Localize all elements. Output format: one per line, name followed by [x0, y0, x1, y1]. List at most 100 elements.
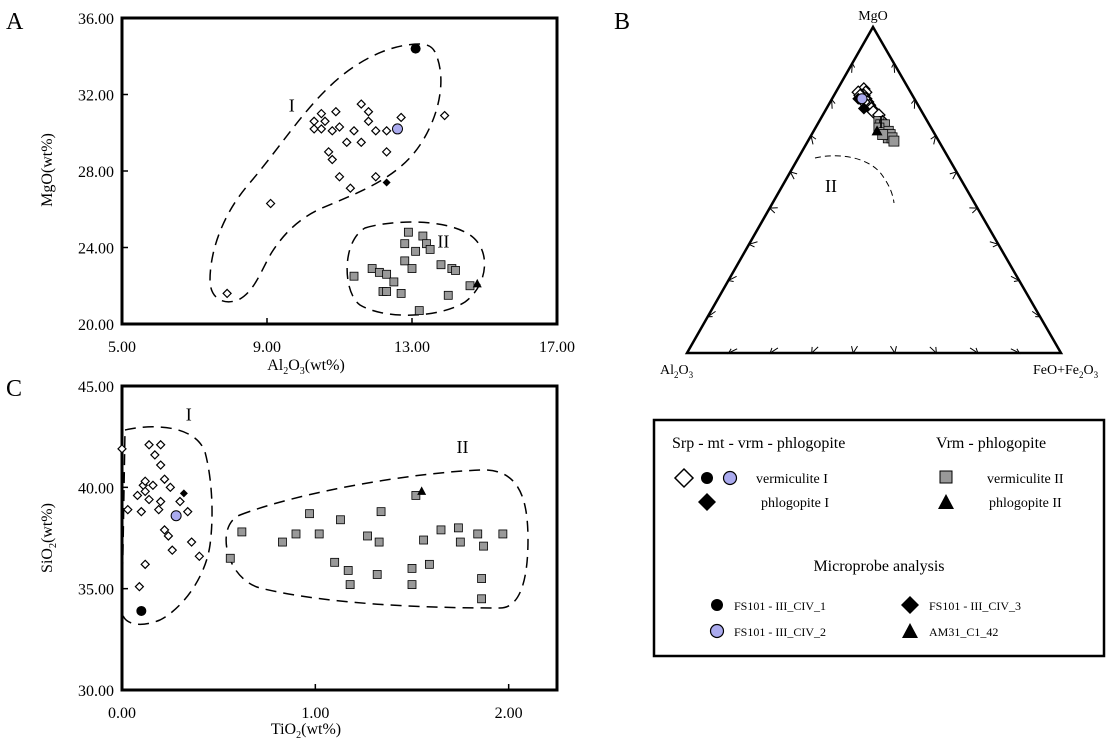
- data-point-square: [473, 529, 483, 539]
- legend-verm2-label: vermiculite II: [987, 472, 1064, 487]
- data-point-diamond-open: [155, 496, 166, 507]
- ternary-tick: [1010, 348, 1021, 355]
- data-point-diamond-open: [381, 125, 392, 136]
- data-point-diamond-open: [186, 537, 197, 547]
- field-label-b-ii: II: [825, 176, 837, 196]
- data-points-a: [222, 43, 482, 316]
- ternary-point-diamond-filled: [857, 102, 870, 115]
- ternary-tick: [789, 171, 798, 180]
- legend-group2-title: Vrm - phlogopite: [936, 435, 1046, 452]
- data-point-diamond-open: [323, 147, 334, 157]
- legend: Srp - mt - vrm - phlogopite Vrm - phlogo…: [652, 418, 1106, 658]
- y-tick-label: 24.00: [78, 241, 114, 258]
- data-point-diamond-open: [356, 137, 367, 148]
- data-point-diamond-open: [345, 183, 356, 194]
- data-point-diamond-open: [356, 99, 367, 109]
- data-point-square: [345, 580, 355, 590]
- data-point-square: [411, 246, 421, 256]
- ternary-point-triangle: [871, 125, 883, 136]
- data-point-diamond-open: [341, 137, 352, 148]
- data-point-diamond-open: [222, 288, 232, 299]
- legend-group1-title: Srp - mt - vrm - phlogopite: [672, 435, 845, 452]
- field-boundary-b: [814, 155, 895, 204]
- data-point-square: [330, 557, 340, 567]
- ternary-triangle: [684, 24, 1064, 355]
- ternary-apex-feo-fe2o3: FeO+Fe2O3: [1033, 363, 1099, 380]
- ternary-apex-al2o3: Al2O3: [660, 363, 694, 380]
- data-point-diamond-open: [309, 116, 319, 127]
- ternary-point-circle-blue: [856, 93, 868, 105]
- data-point-square: [407, 580, 417, 590]
- legend-circle-black-icon: [701, 472, 713, 484]
- data-point-square: [479, 541, 488, 551]
- panel-letter-c: C: [6, 376, 22, 402]
- data-point-square: [237, 527, 247, 537]
- data-point-diamond-open: [316, 108, 327, 119]
- axis-ticks-a: [121, 17, 558, 325]
- ternary-tick: [851, 61, 856, 73]
- field-labels-a: III: [289, 96, 450, 252]
- data-point-square: [396, 288, 406, 298]
- data-point-diamond-open: [320, 116, 330, 127]
- data-point-diamond-open: [327, 125, 338, 136]
- field-label: I: [289, 96, 295, 116]
- data-point-square: [382, 269, 392, 279]
- data-point-square: [349, 271, 359, 281]
- data-point-diamond-open: [182, 506, 193, 517]
- field-label-b-i: I: [878, 112, 884, 132]
- legend-triangle-icon: [938, 494, 954, 509]
- legend-sample3-icon: [901, 596, 919, 614]
- data-point-square: [400, 256, 410, 266]
- ternary-tick: [949, 171, 958, 180]
- x-tick-label: 0.00: [108, 705, 136, 722]
- ternary-tick: [1031, 310, 1042, 318]
- data-point-diamond-open: [148, 480, 158, 491]
- data-point-diamond-filled: [382, 178, 391, 187]
- data-point-square: [425, 245, 435, 254]
- panel-letter-b: B: [614, 9, 630, 35]
- x-axis-label-a: Al2O3(wt%): [267, 357, 345, 377]
- y-axis-label-a: MgO(wt%): [39, 133, 56, 207]
- data-point-square: [436, 525, 446, 535]
- data-point-diamond-open: [134, 581, 145, 592]
- data-point-square: [367, 264, 377, 273]
- data-point-square: [411, 491, 421, 500]
- data-point-triangle: [417, 486, 427, 495]
- data-point-circle-blue: [392, 123, 403, 135]
- legend-microprobe-title: Microprobe analysis: [813, 558, 944, 575]
- data-point-square: [291, 529, 301, 539]
- y-tick-label: 45.00: [78, 379, 114, 396]
- data-point-square: [374, 267, 384, 277]
- data-point-circle-black: [136, 605, 147, 616]
- ternary-tick: [930, 134, 937, 145]
- data-point-diamond-open: [140, 559, 151, 570]
- data-point-square: [382, 287, 392, 296]
- data-point-square: [477, 574, 487, 583]
- data-point-square: [477, 594, 487, 604]
- data-point-square: [403, 227, 413, 237]
- ternary-tick: [969, 207, 979, 214]
- data-point-diamond-open: [334, 171, 345, 182]
- ternary-tick: [747, 241, 758, 248]
- data-point-diamond-open: [327, 154, 338, 165]
- ternary-tick: [727, 348, 738, 355]
- data-point-diamond-open: [150, 450, 160, 460]
- data-point-diamond-open: [381, 147, 392, 157]
- legend-verm1-label: vermiculite I: [756, 472, 828, 487]
- data-point-circle-blue: [170, 510, 182, 522]
- field-outline-c-i: [121, 426, 213, 626]
- data-points-b: [851, 82, 900, 147]
- data-point-triangle: [472, 278, 482, 288]
- data-point-square: [400, 239, 410, 249]
- data-point-circle-black: [410, 43, 421, 54]
- data-point-square: [374, 537, 384, 547]
- data-point-diamond-open: [136, 506, 147, 517]
- panel-a: III 5.00 9.00 13.00 17.00 20.0024.0028.0032…: [39, 11, 575, 377]
- field-labels-c: III: [186, 404, 469, 456]
- ternary-tick: [726, 275, 737, 282]
- field-outline-a-ii: [346, 221, 486, 316]
- ternary-apex-mgo: MgO: [858, 9, 888, 24]
- data-point-diamond-open: [159, 474, 170, 485]
- data-point-square: [498, 529, 508, 539]
